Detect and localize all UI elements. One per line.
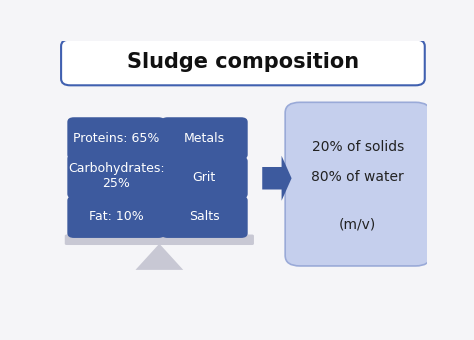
Text: Fat: 10%: Fat: 10% xyxy=(89,210,144,223)
Text: Salts: Salts xyxy=(189,210,219,223)
FancyBboxPatch shape xyxy=(67,154,165,199)
Text: Carbohydrates:
25%: Carbohydrates: 25% xyxy=(68,162,164,190)
FancyBboxPatch shape xyxy=(67,196,165,238)
Text: (m/v): (m/v) xyxy=(339,217,376,231)
Polygon shape xyxy=(136,244,183,270)
Text: 20% of solids: 20% of solids xyxy=(311,140,404,154)
Text: Proteins: 65%: Proteins: 65% xyxy=(73,132,159,145)
FancyBboxPatch shape xyxy=(161,156,248,199)
FancyBboxPatch shape xyxy=(67,117,165,159)
FancyBboxPatch shape xyxy=(61,39,425,85)
FancyBboxPatch shape xyxy=(285,102,430,266)
Text: Metals: Metals xyxy=(184,132,225,145)
FancyBboxPatch shape xyxy=(161,196,248,238)
FancyBboxPatch shape xyxy=(161,117,248,159)
Text: Sludge composition: Sludge composition xyxy=(127,52,359,72)
Text: Grit: Grit xyxy=(193,171,216,184)
FancyBboxPatch shape xyxy=(65,235,254,245)
Text: 80% of water: 80% of water xyxy=(311,170,404,184)
